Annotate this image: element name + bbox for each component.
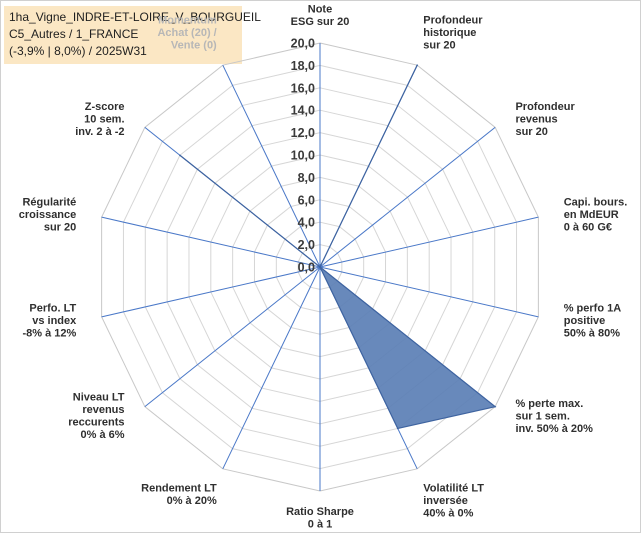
spoke-9	[222, 266, 321, 470]
axis-label-6: % perte max. sur 1 sem. inv. 50% à 20%	[515, 398, 593, 435]
axis-label-4-line-1: Capi. bours.	[564, 197, 628, 209]
axis-label-9-line-2: 0% à 20%	[167, 495, 217, 507]
axis-label-10-line-1: Niveau LT	[73, 392, 125, 404]
tick-label-9: 18,0	[291, 59, 315, 73]
axis-label-5-line-3: 50% à 80%	[564, 327, 620, 339]
chart-title-line-1: 1ha_Vigne_INDRE-ET-LOIRE_V_BOURGUEIL	[9, 10, 261, 24]
axis-label-8-line-2: 0 à 1	[308, 519, 332, 531]
tick-label-1: 2,0	[298, 238, 315, 252]
axis-label-7-line-2: inversée	[423, 495, 468, 507]
tick-label-2: 4,0	[298, 216, 315, 230]
axis-label-13-line-2: 10 sem.	[84, 114, 124, 126]
axis-label-10-line-3: reccurents	[68, 417, 124, 429]
axis-label-3-line-1: Profondeur	[515, 101, 575, 113]
axis-label-10-line-2: revenus	[82, 404, 124, 416]
radar-axis-labels: Note ESG sur 20 Profondeur historique sur 20…	[19, 4, 628, 531]
spoke-12	[101, 216, 321, 268]
spoke-4	[319, 216, 539, 268]
axis-label-11-line-3: -8% à 12%	[22, 327, 76, 339]
data-point-7	[396, 427, 399, 430]
axis-label-7-line-3: 40% à 0%	[423, 507, 473, 519]
axis-label-10: Niveau LT revenus reccurents 0% à 6%	[68, 392, 125, 442]
tick-label-5: 10,0	[291, 149, 315, 163]
axis-label-9-line-1: Rendement LT	[141, 482, 217, 494]
tick-label-4: 8,0	[298, 171, 315, 185]
axis-label-7-line-1: Volatilité LT	[423, 482, 484, 494]
axis-label-4-line-3: 0 à 60 G€	[564, 222, 612, 234]
data-point-2	[416, 64, 418, 66]
axis-label-12-line-1: Régularité	[22, 197, 76, 209]
axis-label-9: Rendement LT 0% à 20%	[141, 482, 217, 507]
axis-label-5-line-1: % perfo 1A	[564, 302, 622, 314]
radar-tick-labels: 0,0 2,0 4,0 6,0 8,0 10,0 12,0 14,0 16,0 18,0 20,0	[291, 37, 315, 275]
axis-label-8: Ratio Sharpe 0 à 1	[286, 506, 354, 531]
chart-title-box: 1ha_Vigne_INDRE-ET-LOIRE_V_BOURGUEIL C5_…	[4, 6, 261, 64]
axis-label-7: Volatilité LT inversée 40% à 0%	[423, 482, 484, 519]
axis-label-2: Profondeur historique sur 20	[423, 15, 483, 52]
tick-label-10: 20,0	[291, 37, 315, 51]
chart-title-line-3: (-3,9% | 8,0%) / 2025W31	[9, 44, 147, 58]
tick-label-7: 14,0	[291, 104, 315, 118]
data-point-6	[494, 405, 496, 408]
axis-label-13-line-3: inv. 2 à -2	[75, 126, 124, 138]
axis-label-14: Momentum Achat (20) / Vente (0)	[157, 15, 217, 52]
axis-label-6-line-1: % perte max.	[515, 398, 583, 410]
spoke-11	[101, 266, 321, 318]
axis-label-13: Z-score 10 sem. inv. 2 à -2	[75, 101, 124, 138]
axis-label-12-line-2: croissance	[19, 209, 76, 221]
chart-title-line-2: C5_Autres / 1_FRANCE	[9, 27, 139, 41]
tick-label-0: 0,0	[298, 261, 315, 275]
axis-label-2-line-2: historique	[423, 27, 476, 39]
axis-label-3: Profondeur revenus sur 20	[515, 101, 575, 138]
axis-label-1: Note ESG sur 20	[291, 4, 350, 29]
axis-label-14-line-1: Momentum	[158, 15, 217, 27]
axis-label-11: Perfo. LT vs index -8% à 12%	[22, 302, 77, 339]
axis-label-2-line-3: sur 20	[423, 40, 455, 52]
axis-label-14-line-3: Vente (0)	[171, 40, 217, 52]
axis-label-1-line-1: Note	[308, 4, 332, 16]
axis-label-1-line-2: ESG sur 20	[291, 16, 350, 28]
axis-label-11-line-1: Perfo. LT	[29, 302, 76, 314]
data-point-14	[319, 266, 321, 268]
spoke-3	[319, 126, 496, 268]
axis-label-10-line-4: 0% à 6%	[81, 429, 125, 441]
axis-label-12-line-3: sur 20	[44, 222, 76, 234]
series-area	[179, 64, 497, 430]
axis-label-14-line-2: Achat (20) /	[157, 27, 216, 39]
data-point-13	[179, 154, 181, 157]
axis-label-2-line-1: Profondeur	[423, 15, 483, 27]
axis-label-11-line-2: vs index	[32, 315, 77, 327]
spoke-10	[144, 266, 321, 408]
spoke-5	[319, 266, 539, 318]
axis-label-4-line-2: en MdEUR	[564, 209, 619, 221]
axis-label-13-line-1: Z-score	[85, 101, 125, 113]
tick-label-3: 6,0	[298, 193, 315, 207]
tick-label-8: 16,0	[291, 81, 315, 95]
radar-series	[179, 64, 497, 430]
axis-label-12: Régularité croissance sur 20	[19, 197, 76, 234]
axis-label-4: Capi. bours. en MdEUR 0 à 60 G€	[564, 197, 628, 234]
axis-label-3-line-2: revenus	[515, 114, 557, 126]
spoke-14	[222, 64, 321, 268]
axis-label-3-line-3: sur 20	[515, 126, 547, 138]
axis-label-5-line-2: positive	[564, 315, 606, 327]
tick-label-6: 12,0	[291, 126, 315, 140]
axis-label-5: % perfo 1A positive 50% à 80%	[564, 302, 622, 339]
axis-label-6-line-3: inv. 50% à 20%	[515, 423, 593, 435]
axis-label-8-line-1: Ratio Sharpe	[286, 506, 354, 518]
axis-label-6-line-2: sur 1 sem.	[515, 410, 569, 422]
